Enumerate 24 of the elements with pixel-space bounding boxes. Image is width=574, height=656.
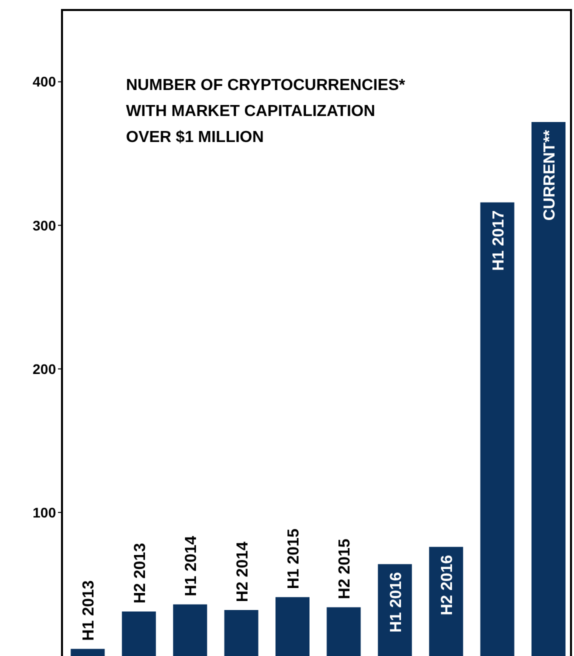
- bar: [326, 607, 361, 656]
- bar: [122, 612, 156, 656]
- y-tick-label: 400: [32, 74, 56, 90]
- bar: [276, 597, 310, 656]
- x-tick-label: H2 2015: [336, 538, 354, 600]
- x-tick-label: H1 2013: [80, 580, 98, 641]
- y-tick-label: 300: [32, 217, 56, 234]
- x-tick-label: H2 2016: [439, 554, 456, 616]
- x-tick-label: H2 2014: [234, 541, 252, 602]
- x-tick-label: H1 2015: [286, 528, 303, 590]
- x-tick-label: H1 2016: [388, 572, 405, 633]
- y-tick-label: 200: [32, 360, 56, 377]
- bar: [480, 202, 514, 656]
- text: NUMBER OF CRYPTOCURRENCIES* WITH MARKET CAPITALIZATION OVER $1 MILLION: [126, 77, 406, 146]
- bar: [70, 648, 105, 656]
- x-tick-label: H1 2014: [183, 536, 200, 596]
- bar: [532, 122, 566, 656]
- x-tick-label: H2 2013: [132, 542, 149, 604]
- bar: [224, 610, 258, 656]
- bar: [429, 546, 464, 656]
- x-tick-label: H1 2017: [490, 210, 508, 271]
- y-tick-label: 100: [32, 504, 56, 520]
- x-tick-label: CURRENT**: [542, 129, 559, 221]
- bar: [173, 604, 208, 656]
